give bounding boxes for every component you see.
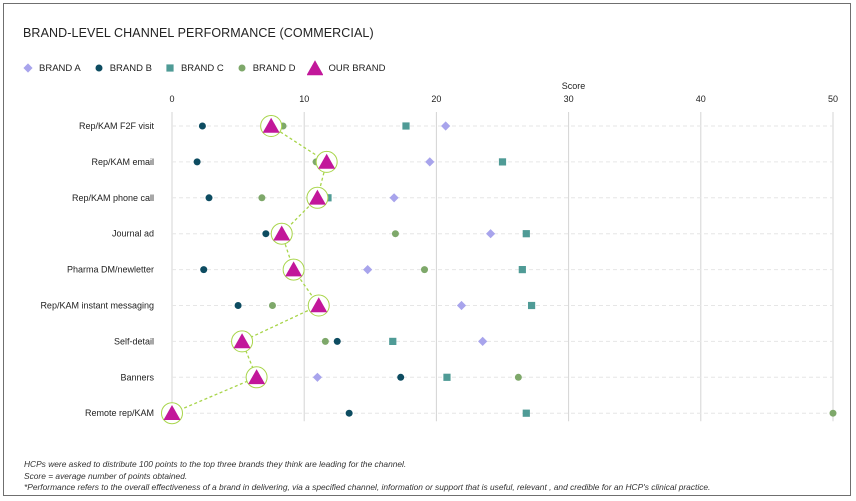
point-brand-d-banners [514,373,522,381]
legend-item-our-brand: OUR BRAND [307,60,386,76]
category-label-rep-kam-phone-call: Rep/KAM phone call [72,193,154,203]
category-label-rep-kam-email: Rep/KAM email [91,157,154,167]
legend-marker-brand-c [166,64,174,72]
point-brand-b-pharma-dm-newletter [200,266,208,274]
category-label-pharma-dm-newletter: Pharma DM/newletter [67,265,154,275]
point-brand-b-rep-kam-instant-messaging [234,302,242,309]
point-brand-a-rep-kam-f2f-visit [441,121,451,131]
legend-label-brand-b: BRAND B [109,62,152,74]
point-brand-d-rep-kam-instant-messaging [268,302,276,309]
point-brand-a-rep-kam-phone-call [389,193,399,203]
point-our-brand-banners [248,369,266,385]
point-brand-a-rep-kam-instant-messaging [456,300,467,311]
tick-label-40: 40 [696,94,706,104]
point-brand-c-pharma-dm-newletter [518,266,526,274]
legend-item-brand-b: BRAND B [93,62,152,74]
point-our-brand-self-detail [233,333,251,349]
point-brand-b-remote-rep-kam [345,409,353,417]
point-brand-b-self-detail [333,337,341,345]
point-brand-d-self-detail [321,337,329,345]
legend-label-brand-a: BRAND A [39,62,81,74]
footnote-3: *Performance refers to the overall effec… [24,482,711,493]
point-brand-c-rep-kam-instant-messaging [527,301,536,310]
point-brand-d-pharma-dm-newletter [421,266,429,274]
point-brand-b-banners [397,373,405,381]
point-our-brand-journal-ad [273,225,291,241]
category-label-rep-kam-f2f-visit: Rep/KAM F2F visit [79,121,155,131]
point-brand-c-self-detail [389,337,397,345]
chart-title: BRAND-LEVEL CHANNEL PERFORMANCE (COMMERC… [23,26,374,40]
point-brand-a-rep-kam-email [425,157,435,167]
legend-marker-shape-our-brand [307,60,324,76]
legend: BRAND A BRAND B BRAND C BRAND D OUR BRAND [22,60,398,76]
legend-marker-shape-brand-d [238,64,246,72]
legend-marker-shape-brand-b [95,64,103,72]
category-label-self-detail: Self-detail [114,336,154,346]
point-our-brand-rep-kam-email [318,153,336,169]
point-brand-c-remote-rep-kam [522,409,530,417]
point-brand-d-rep-kam-phone-call [258,194,266,202]
tick-label-10: 10 [299,94,309,104]
tick-label-20: 20 [431,94,441,104]
point-brand-c-journal-ad [522,230,530,238]
axis-title: Score [562,81,586,91]
footnote-2: Score = average number of points obtaine… [24,470,188,481]
series-brand-b [193,122,405,417]
legend-item-brand-d: BRAND D [236,62,296,74]
chart-frame [3,3,851,496]
tick-label-30: 30 [564,94,574,104]
point-our-brand-rep-kam-instant-messaging [310,297,328,313]
point-our-brand-pharma-dm-newletter [285,261,303,277]
footnote-1: HCPs were asked to distribute 100 points… [24,459,407,469]
series-our-brand [161,115,338,425]
legend-marker-brand-a [23,63,33,73]
point-brand-c-rep-kam-email [498,158,507,166]
point-brand-a-journal-ad [486,229,496,239]
point-brand-d-journal-ad [391,230,399,238]
point-brand-b-journal-ad [262,230,270,238]
category-label-banners: Banners [120,372,154,382]
point-brand-b-rep-kam-email [193,158,201,166]
legend-marker-brand-b [95,64,103,72]
legend-item-brand-a: BRAND A [22,62,81,74]
point-brand-b-rep-kam-phone-call [205,194,213,202]
category-label-journal-ad: Journal ad [112,229,154,239]
tick-label-50: 50 [828,94,838,104]
legend-marker-shape-brand-c [166,64,174,72]
legend-label-brand-d: BRAND D [252,62,296,74]
our-brand-connector [171,125,328,414]
footnotes: HCPs were asked to distribute 100 points… [24,459,710,494]
tick-label-0: 0 [169,94,174,104]
point-brand-a-banners [312,372,323,382]
point-brand-c-rep-kam-f2f-visit [402,122,410,130]
point-our-brand-rep-kam-phone-call [308,189,326,205]
point-brand-a-self-detail [478,336,488,346]
point-our-brand-rep-kam-f2f-visit [262,117,280,133]
category-label-remote-rep-kam: Remote rep/KAM [85,408,154,418]
point-our-brand-remote-rep-kam [163,405,181,420]
legend-marker-brand-d [238,64,246,72]
legend-label-brand-c: BRAND C [180,62,224,74]
series-brand-a [312,121,496,382]
category-label-rep-kam-instant-messaging: Rep/KAM instant messaging [40,301,154,311]
legend-label-our-brand: OUR BRAND [328,62,386,74]
legend-item-brand-c: BRAND C [164,62,224,74]
point-brand-b-rep-kam-f2f-visit [198,122,206,130]
point-brand-c-banners [443,373,451,381]
point-brand-d-remote-rep-kam [829,409,837,417]
legend-marker-our-brand [307,60,324,76]
point-brand-a-pharma-dm-newletter [363,265,373,275]
